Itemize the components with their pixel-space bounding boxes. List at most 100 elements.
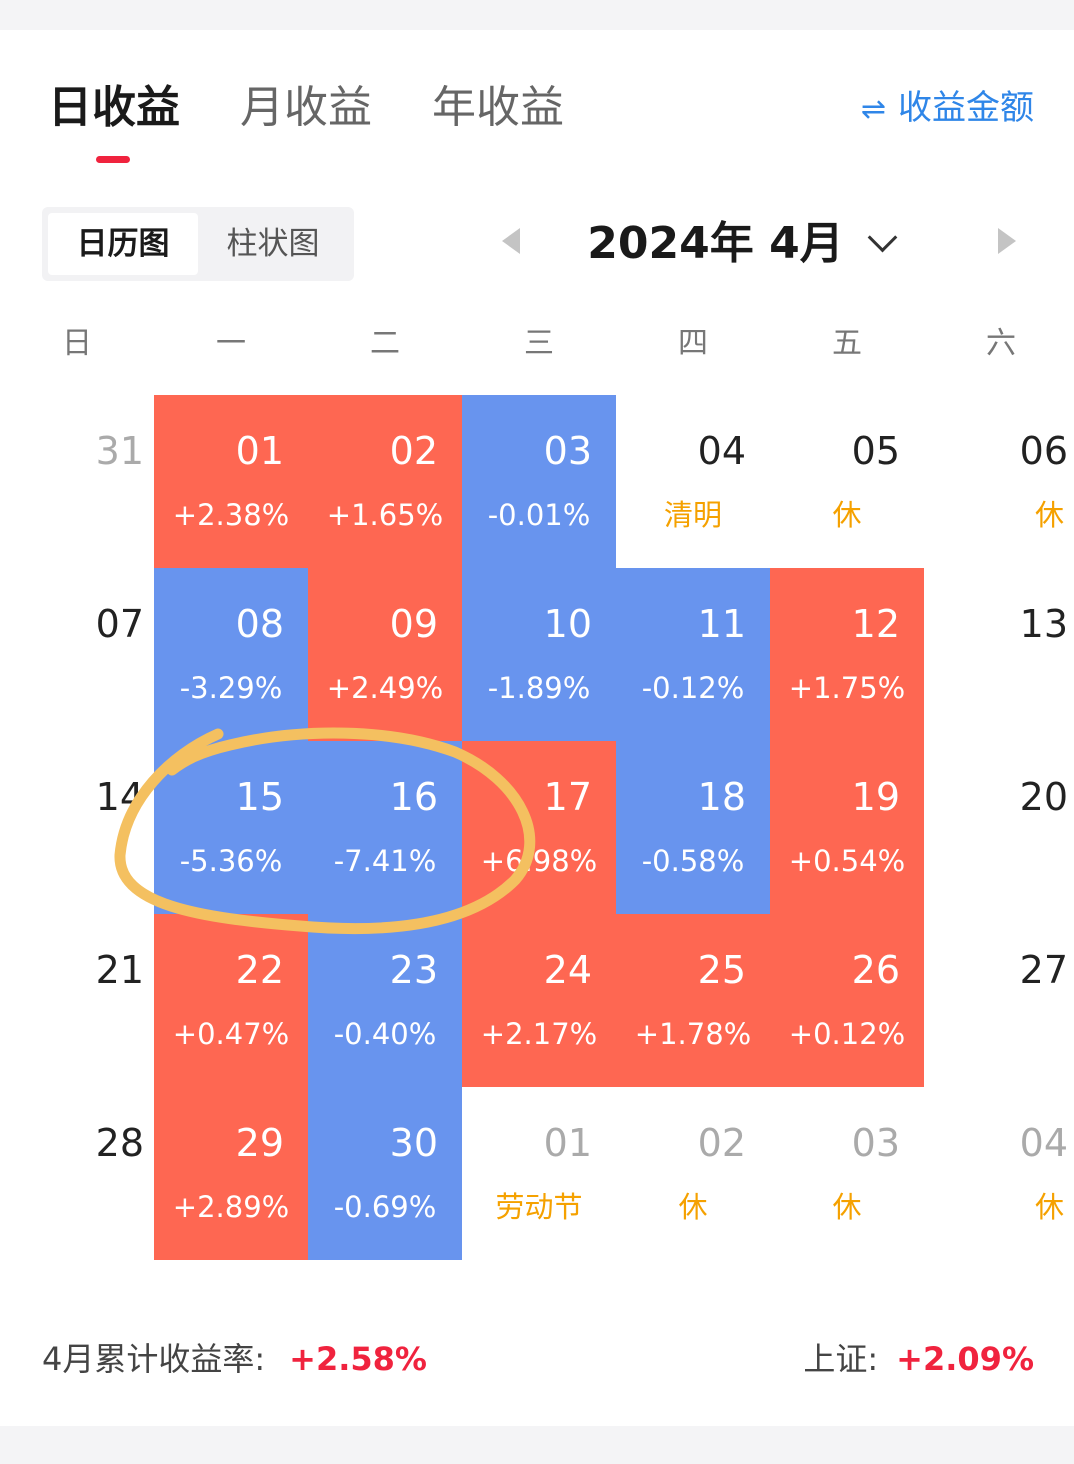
calendar-day-cell[interactable]: 12 +1.75%: [770, 568, 924, 741]
calendar-day-cell[interactable]: 04 休: [924, 1087, 1074, 1260]
calendar-day-cell[interactable]: 08 -3.29%: [154, 568, 308, 741]
calendar-day-cell[interactable]: 10 -1.89%: [462, 568, 616, 741]
daily-return-value: -7.41%: [333, 844, 437, 878]
holiday-label: 休: [832, 1190, 862, 1224]
calendar-day-cell[interactable]: 24 +2.17%: [462, 914, 616, 1087]
calendar-day-cell[interactable]: 09 +2.49%: [308, 568, 462, 741]
calendar-day-cell[interactable]: 02 +1.65%: [308, 395, 462, 568]
daily-return-value: +1.65%: [326, 498, 444, 532]
calendar-day-cell[interactable]: 03 -0.01%: [462, 395, 616, 568]
tab-yearly-returns[interactable]: 年收益: [432, 82, 564, 133]
day-number: 29: [235, 1121, 284, 1165]
weekday-label: 五: [832, 326, 862, 361]
calendar-day-cell[interactable]: 19 +0.54%: [770, 741, 924, 914]
daily-return-value: +6.98%: [480, 844, 598, 878]
calendar-day-cell[interactable]: 06 休: [924, 395, 1074, 568]
day-number: 25: [697, 948, 746, 992]
daily-return-value: -0.69%: [333, 1190, 437, 1224]
calendar-day-cell[interactable]: 31: [0, 395, 154, 568]
weekday-label: 日: [62, 326, 92, 361]
cumulative-return-label: 4月累计收益率:: [42, 1340, 266, 1378]
calendar-day-cell[interactable]: 01 劳动节: [462, 1087, 616, 1260]
daily-return-value: -0.12%: [641, 671, 745, 705]
calendar-view-button[interactable]: 日历图: [48, 213, 198, 275]
calendar-day-cell[interactable]: 30 -0.69%: [308, 1087, 462, 1260]
day-number: 04: [697, 429, 746, 473]
daily-return-value: -0.40%: [333, 1017, 437, 1051]
day-number: 28: [95, 1121, 144, 1165]
daily-return-value: -0.01%: [487, 498, 591, 532]
daily-return-value: -0.58%: [641, 844, 745, 878]
calendar-day-cell[interactable]: 11 -0.12%: [616, 568, 770, 741]
weekday-label: 六: [986, 326, 1016, 361]
view-switch: 日历图 柱状图: [42, 207, 354, 281]
day-number: 20: [1019, 775, 1068, 819]
holiday-label: 清明: [663, 498, 722, 532]
next-month-arrow-icon[interactable]: [998, 228, 1016, 254]
calendar-day-cell[interactable]: 26 +0.12%: [770, 914, 924, 1087]
calendar-day-cell[interactable]: 05 休: [770, 395, 924, 568]
daily-return-value: +1.78%: [634, 1017, 752, 1051]
daily-return-value: +2.38%: [172, 498, 290, 532]
daily-return-value: +2.89%: [172, 1190, 290, 1224]
calendar-day-cell[interactable]: 15 -5.36%: [154, 741, 308, 914]
month-selector[interactable]: 2024年 4月: [560, 214, 920, 274]
calendar-day-cell[interactable]: 02 休: [616, 1087, 770, 1260]
weekday-label: 四: [678, 326, 708, 361]
holiday-label: 休: [1034, 498, 1064, 532]
bar-view-button[interactable]: 柱状图: [226, 226, 320, 262]
day-number: 19: [851, 775, 900, 819]
day-number: 05: [851, 429, 900, 473]
calendar-day-cell[interactable]: 28: [0, 1087, 154, 1260]
calendar-day-cell[interactable]: 25 +1.78%: [616, 914, 770, 1087]
calendar-day-cell[interactable]: 01 +2.38%: [154, 395, 308, 568]
calendar-day-cell[interactable]: 23 -0.40%: [308, 914, 462, 1087]
daily-return-value: -5.36%: [179, 844, 283, 878]
calendar-day-cell[interactable]: 29 +2.89%: [154, 1087, 308, 1260]
day-number: 16: [389, 775, 438, 819]
calendar-day-cell[interactable]: 04 清明: [616, 395, 770, 568]
day-number: 23: [389, 948, 438, 992]
day-number: 01: [235, 429, 284, 473]
daily-return-value: +0.54%: [788, 844, 906, 878]
month-title: 2024年 4月: [587, 218, 844, 269]
toggle-amount-button[interactable]: ⇌ 收益金额: [861, 84, 1034, 134]
day-number: 30: [389, 1121, 438, 1165]
calendar-day-cell[interactable]: 21: [0, 914, 154, 1087]
day-number: 12: [851, 602, 900, 646]
calendar-day-cell[interactable]: 03 休: [770, 1087, 924, 1260]
holiday-label: 休: [1034, 1190, 1064, 1224]
swap-arrows-icon: ⇌: [860, 92, 886, 127]
cumulative-return: 4月累计收益率: +2.58%: [42, 1336, 427, 1382]
day-number: 21: [95, 948, 144, 992]
day-number: 15: [235, 775, 284, 819]
calendar-day-cell[interactable]: 22 +0.47%: [154, 914, 308, 1087]
weekday-label: 二: [370, 326, 400, 361]
daily-return-value: +0.12%: [788, 1017, 906, 1051]
day-number: 02: [389, 429, 438, 473]
calendar-day-cell[interactable]: 07: [0, 568, 154, 741]
day-number: 02: [697, 1121, 746, 1165]
index-return: 上证: +2.09%: [803, 1336, 1034, 1382]
daily-return-value: +0.47%: [172, 1017, 290, 1051]
day-number: 08: [235, 602, 284, 646]
calendar-day-cell[interactable]: 13: [924, 568, 1074, 741]
holiday-label: 休: [678, 1190, 708, 1224]
calendar-day-cell[interactable]: 17 +6.98%: [462, 741, 616, 914]
cumulative-return-value: +2.58%: [289, 1340, 427, 1378]
tab-daily-returns[interactable]: 日收益: [48, 82, 180, 133]
calendar-day-cell[interactable]: 16 -7.41%: [308, 741, 462, 914]
daily-return-value: -1.89%: [487, 671, 591, 705]
toggle-amount-label: 收益金额: [898, 88, 1034, 128]
day-number: 07: [95, 602, 144, 646]
calendar-day-cell[interactable]: 18 -0.58%: [616, 741, 770, 914]
index-return-label: 上证:: [803, 1340, 879, 1378]
daily-return-value: -3.29%: [179, 671, 283, 705]
previous-month-arrow-icon[interactable]: [502, 228, 520, 254]
calendar-day-cell[interactable]: 14: [0, 741, 154, 914]
daily-return-value: +2.49%: [326, 671, 444, 705]
day-number: 31: [95, 429, 144, 473]
tab-monthly-returns[interactable]: 月收益: [240, 82, 372, 133]
calendar-day-cell[interactable]: 27: [924, 914, 1074, 1087]
calendar-day-cell[interactable]: 20: [924, 741, 1074, 914]
